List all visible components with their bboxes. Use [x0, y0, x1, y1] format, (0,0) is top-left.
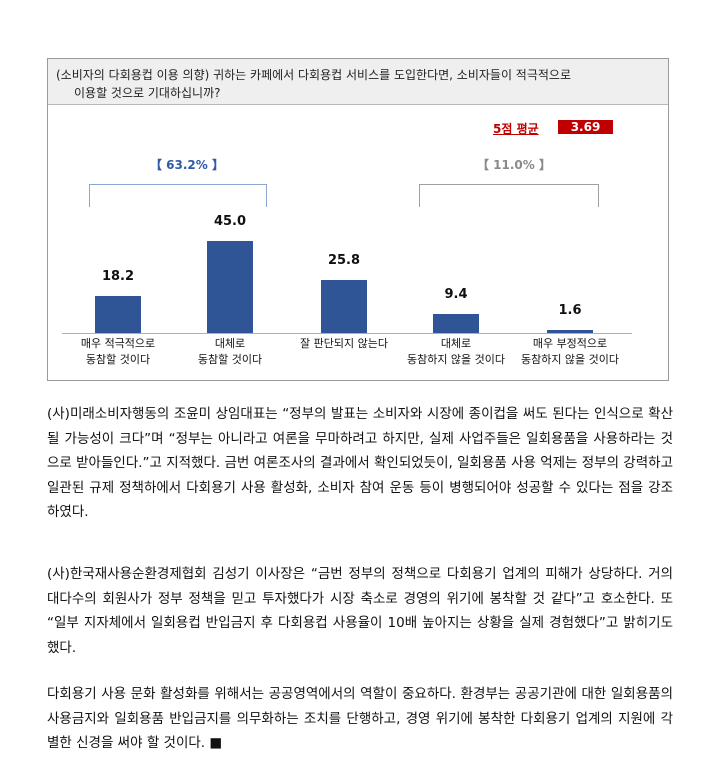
bar-value-label-1: 18.2: [101, 268, 135, 284]
category-label-line: 매우 적극적으로: [80, 337, 156, 350]
bar-value-label-2: 45.0: [213, 214, 247, 229]
category-label-line: 동참할 것이다: [85, 353, 151, 366]
question-text-line2: 이용할 것으로 기대하십니까?: [74, 86, 221, 100]
category-label-line: 동참할 것이다: [197, 353, 263, 366]
positive-group-percent: 【 63.2% 】: [150, 158, 224, 172]
negative-group-percent: 【 11.0% 】: [477, 158, 551, 172]
bar-4: [433, 313, 479, 333]
chart-baseline: [62, 333, 632, 334]
category-label-3: 잘 판단되지 않는다: [279, 336, 409, 352]
bar-value-label-4: 9.4: [444, 286, 468, 302]
paragraph-3: 다회용기 사용 문화 활성화를 위해서는 공공영역에서의 역할이 중요하다. 환…: [47, 686, 673, 751]
bar-value-label-3: 25.8: [327, 253, 361, 269]
question-text-line1: (소비자의 다회용컵 이용 의향) 귀하는 카페에서 다회용컵 서비스를 도입한…: [56, 68, 572, 82]
category-label-line: 동참하지 않을 것이다: [520, 353, 620, 366]
category-label-line: 동참하지 않을 것이다: [406, 353, 506, 366]
positive-group-bracket: [89, 184, 267, 207]
average-value-badge: 3.69: [558, 120, 613, 134]
bar-value-label-5: 1.6: [558, 302, 582, 318]
average-label: 5점 평균: [493, 122, 539, 136]
question-box: (소비자의 다회용컵 이용 의향) 귀하는 카페에서 다회용컵 서비스를 도입한…: [48, 59, 668, 105]
category-label-line: 대체로: [214, 337, 246, 350]
bar-1: [95, 295, 141, 333]
category-label-line: 대체로: [440, 337, 472, 350]
paragraph-2: (사)한국재사용순환경제협회 김성기 이사장은 “금번 정부의 정책으로 다회용…: [47, 566, 673, 656]
category-label-line: 잘 판단되지 않는다: [300, 337, 388, 350]
bar-2: [207, 241, 253, 333]
negative-group-bracket: [419, 184, 599, 207]
bar-3: [321, 280, 367, 333]
paragraph-1: (사)미래소비자행동의 조윤미 상임대표는 “정부의 발표는 소비자와 시장에 …: [47, 406, 673, 520]
category-label-line: 매우 부정적으로: [532, 337, 608, 350]
bar-5: [547, 329, 593, 333]
